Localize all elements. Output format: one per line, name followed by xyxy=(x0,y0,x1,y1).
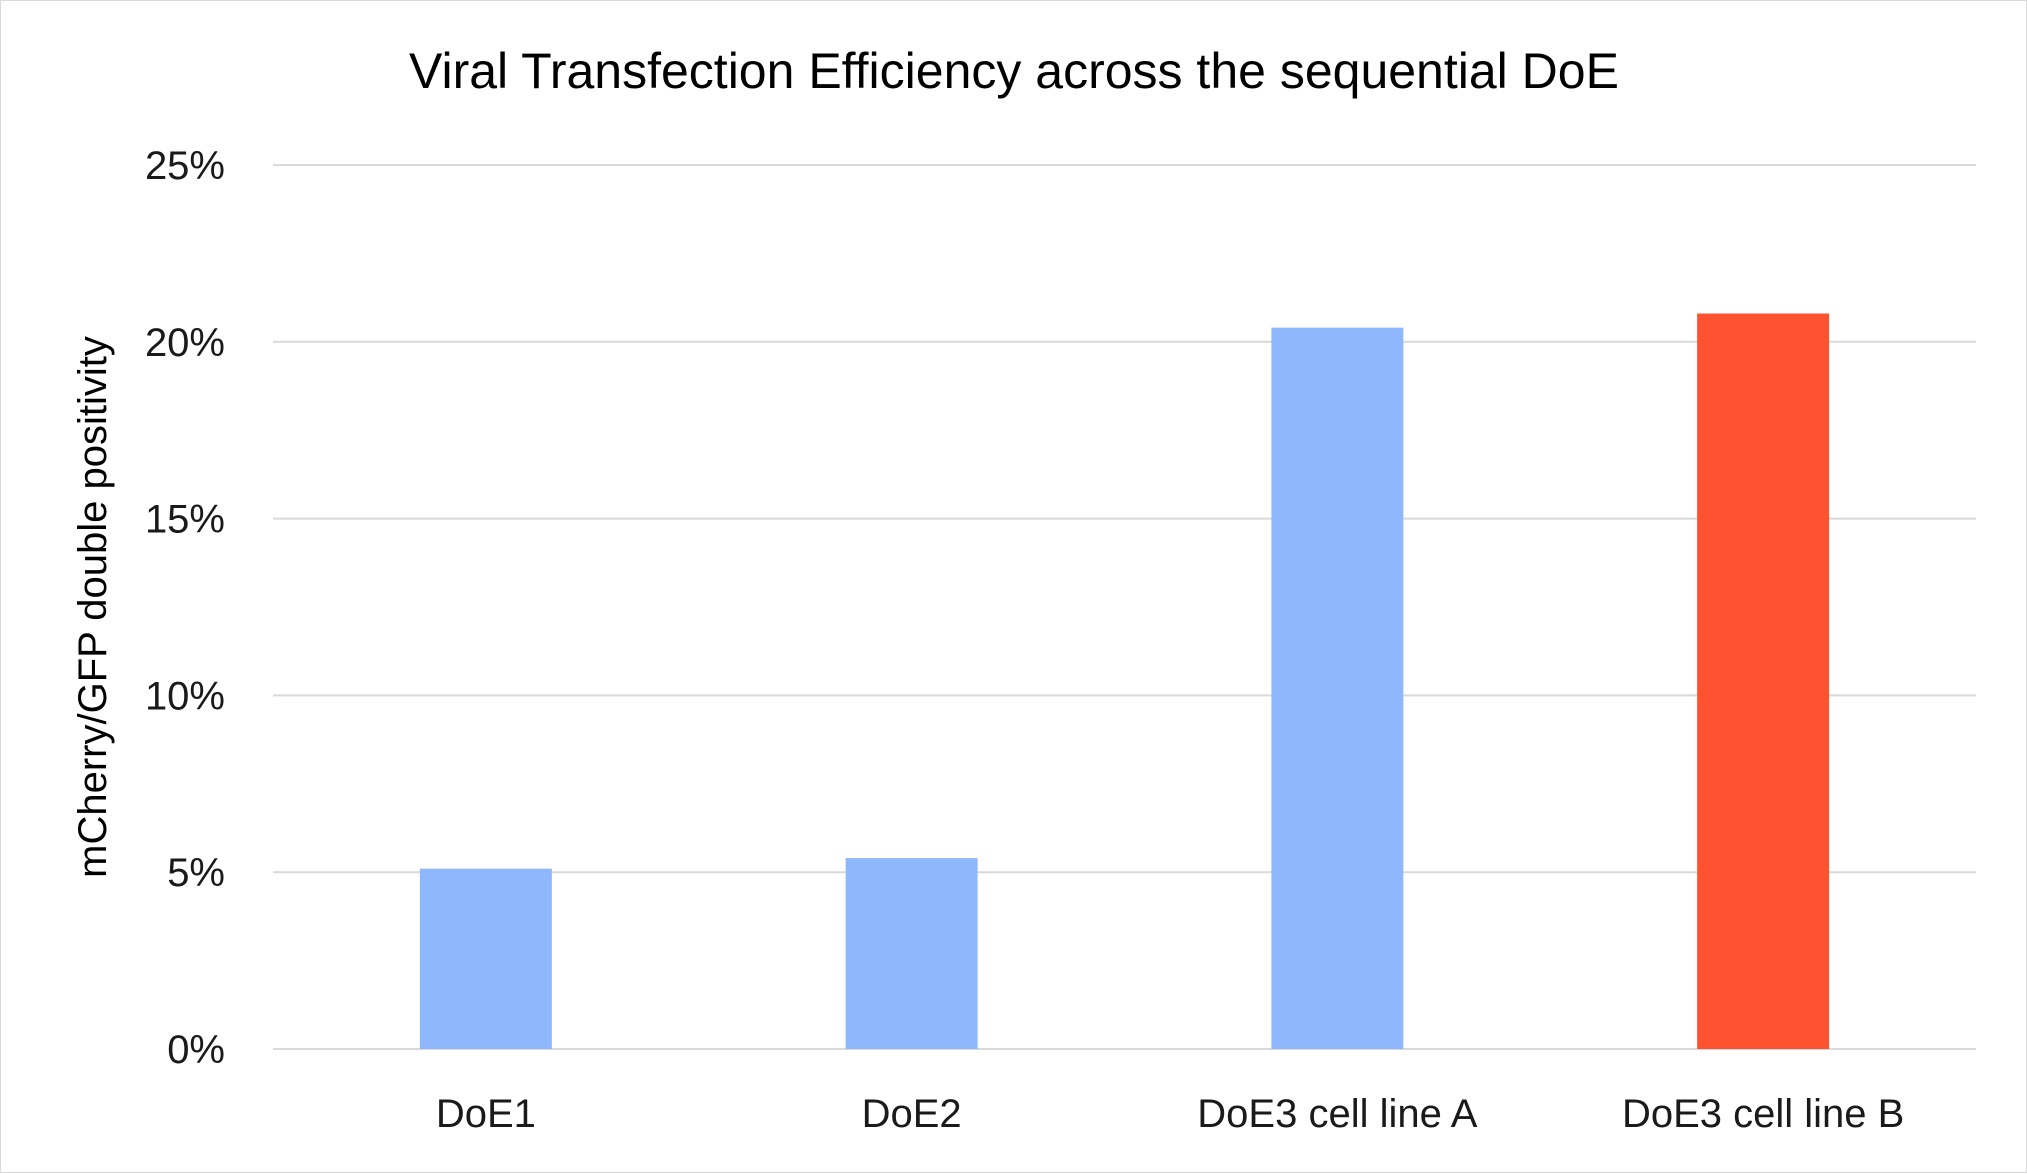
x-tick-label: DoE2 xyxy=(862,1092,962,1136)
y-tick-label: 10% xyxy=(145,674,225,718)
bar xyxy=(419,868,552,1049)
y-tick-label: 5% xyxy=(167,851,225,895)
gridlines xyxy=(273,164,1976,1050)
y-tick-label: 20% xyxy=(145,321,225,365)
bars xyxy=(419,313,1830,1050)
x-tick-label: DoE3 cell line B xyxy=(1622,1092,1904,1136)
y-axis-label: mCherry/GFP double positivity xyxy=(71,336,115,878)
bar xyxy=(1271,327,1404,1049)
chart-title: Viral Transfection Efficiency across the… xyxy=(409,43,1619,99)
x-tick-label: DoE3 cell line A xyxy=(1197,1092,1477,1136)
bar xyxy=(845,858,978,1049)
y-tick-label: 15% xyxy=(145,498,225,542)
y-tick-labels: 0% 5% 10% 15% 20% 25% xyxy=(145,144,225,1072)
bar xyxy=(1697,313,1830,1050)
y-tick-label: 0% xyxy=(167,1028,225,1072)
y-tick-label: 25% xyxy=(145,144,225,188)
x-tick-labels: DoE1 DoE2 DoE3 cell line A DoE3 cell line B xyxy=(436,1092,1904,1136)
x-tick-label: DoE1 xyxy=(436,1092,536,1136)
